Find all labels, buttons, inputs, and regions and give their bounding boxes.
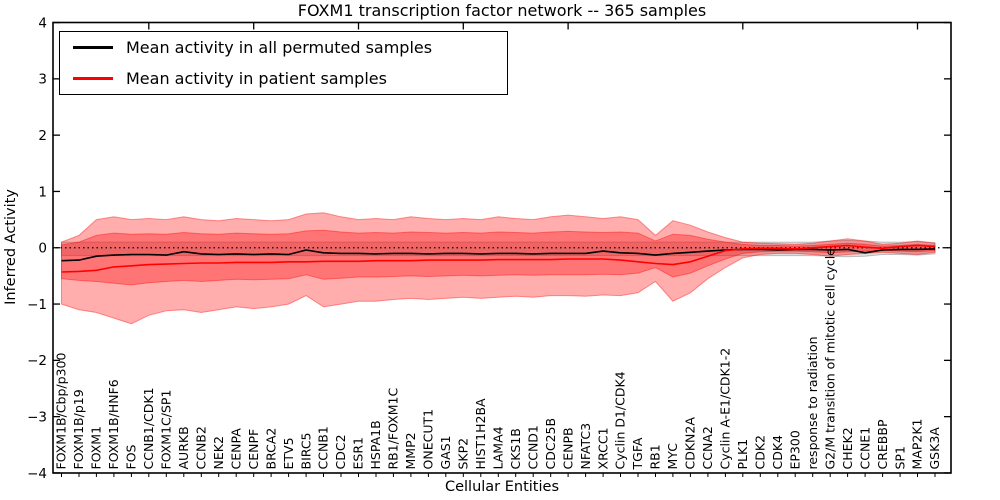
x-tick-label: CCNE1 (857, 427, 872, 470)
legend-label-permuted: Mean activity in all permuted samples (126, 38, 433, 57)
x-tick-label: AURKB (176, 426, 191, 469)
y-tick-label: 2 (38, 128, 47, 144)
x-tick-label: EP300 (787, 430, 802, 469)
x-tick-label: CDC2 (333, 434, 348, 469)
y-tick-label: 3 (38, 72, 47, 88)
x-tick-label: XRCC1 (595, 427, 610, 469)
x-tick-label: FOS (124, 444, 139, 469)
x-tick-label: RB1 (648, 444, 663, 469)
x-tick-label: CREBBP (875, 419, 890, 469)
x-tick-label: CENPA (228, 428, 243, 470)
x-tick-label: response to radiation (805, 336, 820, 469)
x-tick-label: GAS1 (438, 435, 453, 469)
x-tick-label: MMP2 (403, 432, 418, 469)
x-tick-label: SP1 (892, 446, 907, 469)
y-axis-label: Inferred Activity (3, 189, 19, 305)
x-tick-label: Cyclin A-E1/CDK1-2 (718, 348, 733, 470)
x-tick-label: CDK2 (753, 435, 768, 470)
y-tick-label: 4 (38, 15, 47, 31)
y-tick-label: 1 (38, 184, 47, 200)
x-tick-label: G2/M transition of mitotic cell cycle (822, 248, 837, 470)
y-tick-label: −4 (27, 466, 47, 482)
x-tick-label: GSK3A (927, 427, 942, 470)
x-tick-label: CCNB1/CDK1 (141, 387, 156, 469)
y-tick-label: −1 (27, 297, 47, 313)
x-tick-label: CCNB1 (316, 426, 331, 469)
x-tick-label: FOXM1 (89, 426, 104, 470)
x-tick-label: TGFA (630, 437, 645, 470)
x-tick-label: PLK1 (735, 439, 750, 470)
x-tick-label: ETV5 (281, 437, 296, 469)
x-tick-label: FOXM1C/SP1 (159, 390, 174, 470)
x-tick-label: CHEK2 (840, 427, 855, 469)
x-tick-label: MYC (665, 443, 680, 470)
patient-line-swatch (73, 77, 113, 80)
legend-label-patient: Mean activity in patient samples (126, 69, 387, 88)
x-tick-label: CDK4 (770, 435, 785, 470)
patient-range-outer-band (61, 212, 936, 325)
x-tick-label: HSPA1B (368, 420, 383, 469)
x-tick-label: CDKN2A (683, 417, 698, 470)
x-tick-label: CKS1B (508, 428, 523, 469)
y-tick-label: −3 (27, 409, 47, 425)
x-tick-label: HIST1H2BA (473, 398, 488, 470)
patient-range-inner-band (61, 229, 936, 286)
permuted-mean-line (61, 248, 936, 262)
x-tick-label: ONECUT1 (421, 409, 436, 470)
x-tick-label: CENPF (246, 429, 261, 470)
x-tick-label: CCND1 (525, 425, 540, 469)
x-tick-label: Cyclin D1/CDK4 (613, 371, 628, 469)
x-tick-label: SKP2 (456, 438, 471, 470)
permuted-line-swatch (73, 46, 113, 49)
x-tick-label: MAP2K1 (910, 419, 925, 470)
y-tick-label: −2 (27, 353, 47, 369)
x-tick-label: CCNA2 (700, 426, 715, 469)
chart-title: FOXM1 transcription factor network -- 36… (297, 1, 707, 20)
legend-item-patient: Mean activity in patient samples (60, 63, 507, 94)
legend-item-permuted: Mean activity in all permuted samples (60, 32, 507, 63)
legend: Mean activity in all permuted samples Me… (59, 31, 508, 95)
x-tick-label: CENPB (560, 427, 575, 469)
x-axis-label: Cellular Entities (444, 479, 560, 495)
x-tick-label: ESR1 (351, 437, 366, 469)
patient-mean-line (61, 244, 936, 273)
x-tick-label: FOXM1B/Cbp/p300 (54, 353, 69, 470)
x-tick-label: CCNB2 (194, 426, 209, 469)
x-tick-label: NFATC3 (578, 423, 593, 470)
x-tick-label: NEK2 (211, 436, 226, 469)
x-tick-label: LAMA4 (490, 426, 505, 469)
x-tick-label: BIRC5 (298, 432, 313, 469)
x-tick-label: BRCA2 (263, 428, 278, 470)
x-tick-label: FOXM1B/HNF6 (106, 379, 121, 469)
y-tick-label: 0 (38, 241, 47, 257)
x-tick-label: CDC25B (543, 418, 558, 470)
x-tick-label: RB1/FOXM1C (386, 388, 401, 470)
x-tick-label: FOXM1B/p19 (71, 389, 86, 469)
